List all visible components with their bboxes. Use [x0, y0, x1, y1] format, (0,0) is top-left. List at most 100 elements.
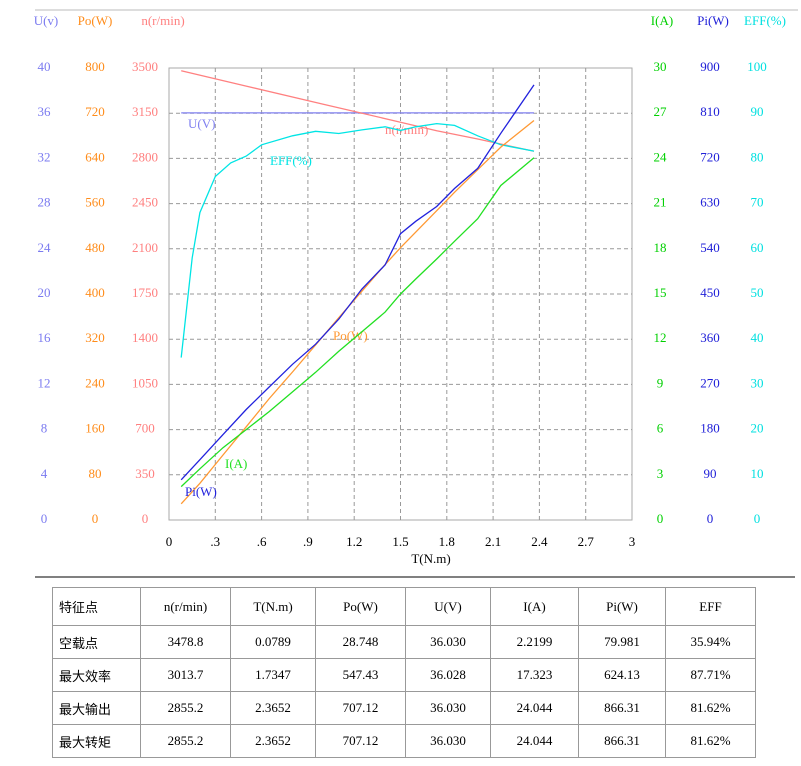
y-axis-label: Po(W) — [78, 13, 113, 28]
y-tick-label: 3150 — [132, 104, 158, 119]
y-tick-label: 900 — [700, 59, 720, 74]
table: 特征点 n(r/min) T(N.m) Po(W) U(V) I(A) Pi(W) EFF 空载… — [52, 587, 756, 758]
y-tick-label: 20 — [751, 421, 764, 436]
y-tick-label: 1050 — [132, 375, 158, 390]
y-tick-label: 24 — [38, 240, 52, 255]
y-tick-label: 720 — [700, 149, 720, 164]
y-tick-label: 0 — [657, 511, 664, 526]
y-tick-label: 630 — [700, 195, 720, 210]
x-tick-label: 2.7 — [578, 534, 595, 549]
y-tick-label: 3500 — [132, 59, 158, 74]
y-tick-label: 240 — [85, 375, 105, 390]
header-cell: U(V) — [405, 587, 491, 626]
chart: T(N.m) 0.3.6.9 1.2 1.5 1.8 2.1 2.4 2.7 3U(v)048… — [34, 9, 798, 578]
table-cell: 624.13 — [578, 658, 666, 692]
y-tick-label: 0 — [41, 511, 48, 526]
table-cell: 2.3652 — [230, 691, 316, 725]
table-cell: 707.12 — [315, 691, 406, 725]
y-tick-label: 450 — [700, 285, 720, 300]
table-cell: 最大输出 — [52, 691, 141, 725]
table-cell: 87.71% — [665, 658, 756, 692]
table-row: 空载点 3478.8 0.0789 28.748 36.030 2.2199 79.981 3… — [52, 625, 756, 659]
table-cell: 36.030 — [405, 691, 491, 725]
table-cell: 81.62% — [665, 691, 756, 725]
table-cell: 17.323 — [490, 658, 579, 692]
y-tick-label: 1750 — [132, 285, 158, 300]
y-tick-label: 0 — [754, 511, 761, 526]
table-cell: 3013.7 — [140, 658, 231, 692]
y-tick-label: 9 — [657, 375, 664, 390]
x-axis-label: T(N.m) — [411, 551, 450, 566]
y-tick-label: 720 — [85, 104, 105, 119]
header-cell: T(N.m) — [230, 587, 316, 626]
table-cell: 3478.8 — [140, 625, 231, 659]
y-tick-label: 320 — [85, 330, 105, 345]
header-cell: Po(W) — [315, 587, 406, 626]
y-tick-label: 2800 — [132, 149, 158, 164]
y-tick-label: 30 — [654, 59, 667, 74]
header-cell: 特征点 — [52, 587, 141, 626]
y-tick-label: 2450 — [132, 195, 158, 210]
y-tick-label: 60 — [751, 240, 764, 255]
table-cell: 空载点 — [52, 625, 141, 659]
y-tick-label: 480 — [85, 240, 105, 255]
y-tick-label: 360 — [700, 330, 720, 345]
table-cell: 36.030 — [405, 625, 491, 659]
y-tick-label: 90 — [751, 104, 764, 119]
y-tick-label: 16 — [38, 330, 52, 345]
header-cell: n(r/min) — [140, 587, 231, 626]
x-tick-label: .6 — [257, 534, 267, 549]
y-tick-label: 400 — [85, 285, 105, 300]
table-cell: 35.94% — [665, 625, 756, 659]
table-row: 最大效率 3013.7 1.7347 547.43 36.028 17.323 624.13… — [52, 658, 756, 692]
table-cell: 36.030 — [405, 724, 491, 758]
table-cell: 79.981 — [578, 625, 666, 659]
y-tick-label: 30 — [751, 375, 764, 390]
series-line — [181, 70, 535, 152]
y-tick-label: 40 — [751, 330, 764, 345]
y-tick-label: 640 — [85, 149, 105, 164]
y-tick-label: 100 — [747, 59, 767, 74]
y-tick-label: 0 — [92, 511, 99, 526]
table-cell: 547.43 — [315, 658, 406, 692]
series-line — [180, 119, 535, 505]
table-cell: 2855.2 — [140, 724, 231, 758]
x-tick-label: 0 — [166, 534, 173, 549]
y-tick-label: 50 — [751, 285, 764, 300]
y-tick-label: 80 — [89, 466, 102, 481]
y-tick-label: 70 — [751, 195, 764, 210]
x-tick-label: 1.5 — [392, 534, 408, 549]
y-axis-label: EFF(%) — [744, 13, 786, 28]
x-tick-label: .3 — [210, 534, 220, 549]
table-cell: 2.3652 — [230, 724, 316, 758]
table-cell: 707.12 — [315, 724, 406, 758]
header-cell: I(A) — [490, 587, 579, 626]
header-cell: Pi(W) — [578, 587, 666, 626]
table-cell: 1.7347 — [230, 658, 316, 692]
y-tick-label: 270 — [700, 375, 720, 390]
series-label: Po(W) — [333, 328, 368, 343]
x-tick-label: 2.4 — [531, 534, 548, 549]
y-tick-label: 40 — [38, 59, 51, 74]
y-tick-label: 20 — [38, 285, 51, 300]
y-tick-label: 18 — [654, 240, 667, 255]
y-tick-label: 21 — [654, 195, 667, 210]
y-tick-label: 3 — [657, 466, 664, 481]
y-tick-label: 90 — [704, 466, 717, 481]
y-tick-label: 180 — [700, 421, 720, 436]
table-cell: 2855.2 — [140, 691, 231, 725]
y-tick-label: 560 — [85, 195, 105, 210]
table-cell: 866.31 — [578, 691, 666, 725]
table-cell: 2.2199 — [490, 625, 579, 659]
table-row: 最大输出 2855.2 2.3652 707.12 36.030 24.044 866.31… — [52, 691, 756, 725]
y-tick-label: 8 — [41, 421, 48, 436]
series-label: I(A) — [225, 456, 247, 471]
y-tick-label: 12 — [38, 375, 51, 390]
y-tick-label: 27 — [654, 104, 668, 119]
table-cell: 36.028 — [405, 658, 491, 692]
x-tick-label: 3 — [629, 534, 636, 549]
table-row: 特征点 n(r/min) T(N.m) Po(W) U(V) I(A) Pi(W) EFF — [52, 587, 756, 626]
y-tick-label: 12 — [654, 330, 667, 345]
series-line — [180, 157, 535, 488]
